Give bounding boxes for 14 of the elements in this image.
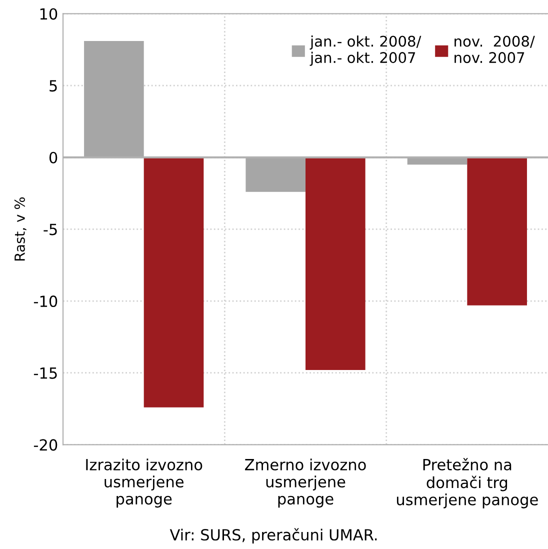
y-tick-label: 10 [40,8,58,20]
y-tick-label: 5 [50,80,57,92]
text: Vir: SURS, preračuni UMAR. [170,528,377,544]
legend-label: nov. 2008/ nov. 2007 [454,36,535,64]
x-tick-label: Pretežno na domači trg usmerjene panoge [396,458,538,508]
y-axis-title: Rast, v % [14,197,26,260]
x-tick-label: Izrazito izvozno usmerjene panoge [86,458,202,508]
y-tick-label: -20 [34,439,58,451]
x-tick-label: Zmerno izvozno usmerjene panoge [245,458,366,508]
y-tick-label: -10 [34,296,58,308]
y-tick-label: 0 [49,152,58,164]
y-tick-label: -15 [34,368,57,379]
legend-label: jan.- okt. 2008/ jan.- okt. 2007 [310,35,422,66]
y-tick-label: -5 [44,224,57,236]
